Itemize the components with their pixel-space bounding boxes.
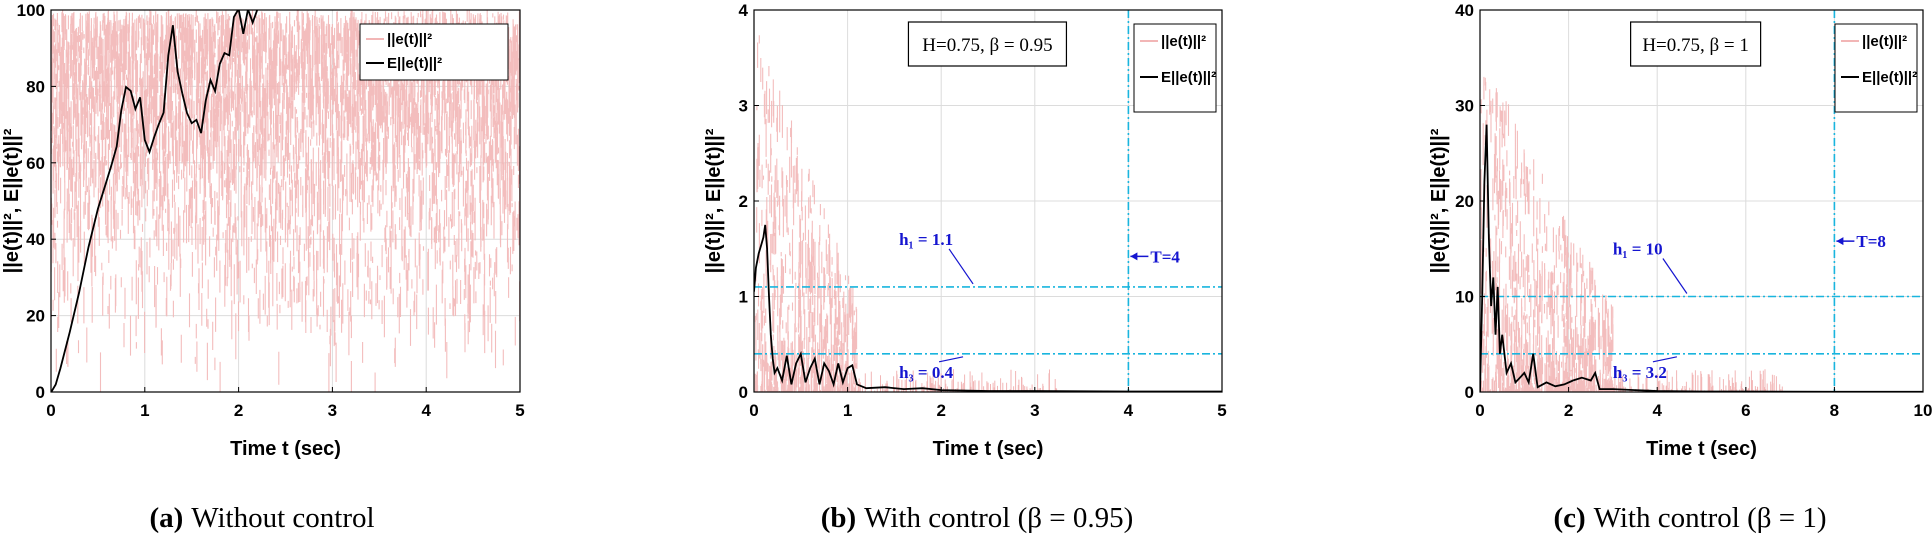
caption-text: With control (β = 1) [1594,502,1827,534]
chart-panel-a: 0 1 2 3 4 5 0 20 40 60 80 100 Time t (sec) ||e(t)||²,… [1,1,525,534]
parameter-text: H=0.75, β = 0.95 [922,35,1052,56]
legend: ||e(t)||² E||e(t)||² [1133,23,1217,113]
y-tick-label: 0 [1465,383,1474,402]
legend-label: E||e(t)||² [1161,69,1216,86]
y-tick-label: 3 [739,97,748,116]
threshold-arrow [1662,258,1688,294]
threshold-label: h₃ = 3.2 [1613,363,1667,382]
threshold-label: h₁ = 1.1 [899,230,953,249]
x-tick-label: 10 [1914,401,1932,420]
threshold-label: h₁ = 10 [1613,240,1663,259]
x-tick-label: 3 [1030,401,1039,420]
time-limit-arrowhead [1836,237,1844,246]
caption: (b) With control (β = 0.95) [821,502,1134,534]
x-tick-label: 3 [328,401,337,420]
y-tick-label: 20 [26,307,45,326]
y-tick-label: 0 [739,383,748,402]
y-tick-label: 10 [1455,288,1474,307]
caption-label: (c) [1553,502,1585,534]
legend-box [1834,23,1918,113]
y-axis-label: ||e(t)||², E||e(t)||² [1,128,23,273]
y-axis-label: ||e(t)||², E||e(t)||² [1428,128,1450,273]
legend-label: ||e(t)||² [1161,33,1206,50]
x-tick-label: 1 [140,401,149,420]
y-tick-label: 40 [26,230,45,249]
x-axis-label: Time t (sec) [933,438,1044,460]
noise-series-||e(t)||² [51,10,520,392]
time-limit-arrowhead [1130,252,1138,261]
series-group [51,10,263,392]
x-tick-label: 6 [1741,401,1750,420]
chart-panel-b: h₁ = 1.1 h₃ = 0.4 T=4 0 1 2 3 4 5 0 1 2 3 4 Time t (se… [703,1,1227,534]
axes-frame [50,9,521,393]
y-tick-label: 80 [26,77,45,96]
x-tick-label: 5 [1217,401,1226,420]
caption-text: Without control [191,502,374,534]
threshold-arrow [948,248,974,285]
caption-label: (a) [149,502,183,534]
y-tick-label: 40 [1455,1,1474,20]
series-line-E||e(t)||² [51,10,263,392]
caption: (c) With control (β = 1) [1553,502,1826,534]
x-tick-label: 4 [1124,401,1134,420]
x-tick-label: 0 [1475,401,1484,420]
caption-label: (b) [821,502,856,534]
time-limit-label: T=4 [1150,247,1180,266]
x-tick-label: 4 [421,401,431,420]
caption: (a) Without control [149,502,374,534]
x-tick-label: 8 [1830,401,1839,420]
y-tick-label: 30 [1455,97,1474,116]
x-tick-label: 0 [749,401,758,420]
legend-label: E||e(t)||² [387,55,442,72]
x-tick-label: 2 [936,401,945,420]
y-tick-label: 1 [739,288,748,307]
x-tick-label: 0 [46,401,55,420]
threshold-arrow [938,356,964,363]
legend-box [1133,23,1217,113]
caption-text: With control (β = 0.95) [864,502,1133,534]
y-tick-label: 2 [739,192,748,211]
x-axis-label: Time t (sec) [1646,438,1757,460]
legend: ||e(t)||² E||e(t)||² [359,23,509,81]
x-tick-label: 1 [843,401,852,420]
y-tick-label: 100 [17,1,45,20]
y-tick-label: 60 [26,154,45,173]
x-tick-label: 2 [234,401,243,420]
parameter-text: H=0.75, β = 1 [1642,35,1749,56]
parameter-box [1630,21,1762,67]
series-line-E||e(t)||² [1480,124,1923,392]
x-tick-label: 2 [1564,401,1573,420]
legend-label: ||e(t)||² [387,31,432,48]
threshold-label: h₃ = 0.4 [899,363,953,382]
threshold-arrow [1652,356,1678,363]
y-tick-label: 20 [1455,192,1474,211]
y-axis-label: ||e(t)||², E||e(t)||² [703,128,725,273]
noise-streaks [51,10,520,392]
y-tick-label: 4 [739,1,749,20]
series-group [754,224,1222,392]
legend: ||e(t)||² E||e(t)||² [1834,23,1918,113]
chart-panel-c: h₁ = 10 h₃ = 3.2 T=8 0 2 4 6 8 10 0 10 20 30 40 Time t… [1428,1,1932,534]
x-tick-label: 4 [1652,401,1662,420]
parameter-box [907,21,1068,67]
time-limit-label: T=8 [1856,232,1886,251]
series-line-E||e(t)||² [754,224,1222,392]
x-axis-label: Time t (sec) [230,438,341,460]
x-tick-label: 5 [515,401,524,420]
series-group [1480,124,1923,392]
legend-label: ||e(t)||² [1862,33,1907,50]
y-tick-label: 0 [36,383,45,402]
legend-label: E||e(t)||² [1862,69,1917,86]
legend-box [359,23,509,81]
